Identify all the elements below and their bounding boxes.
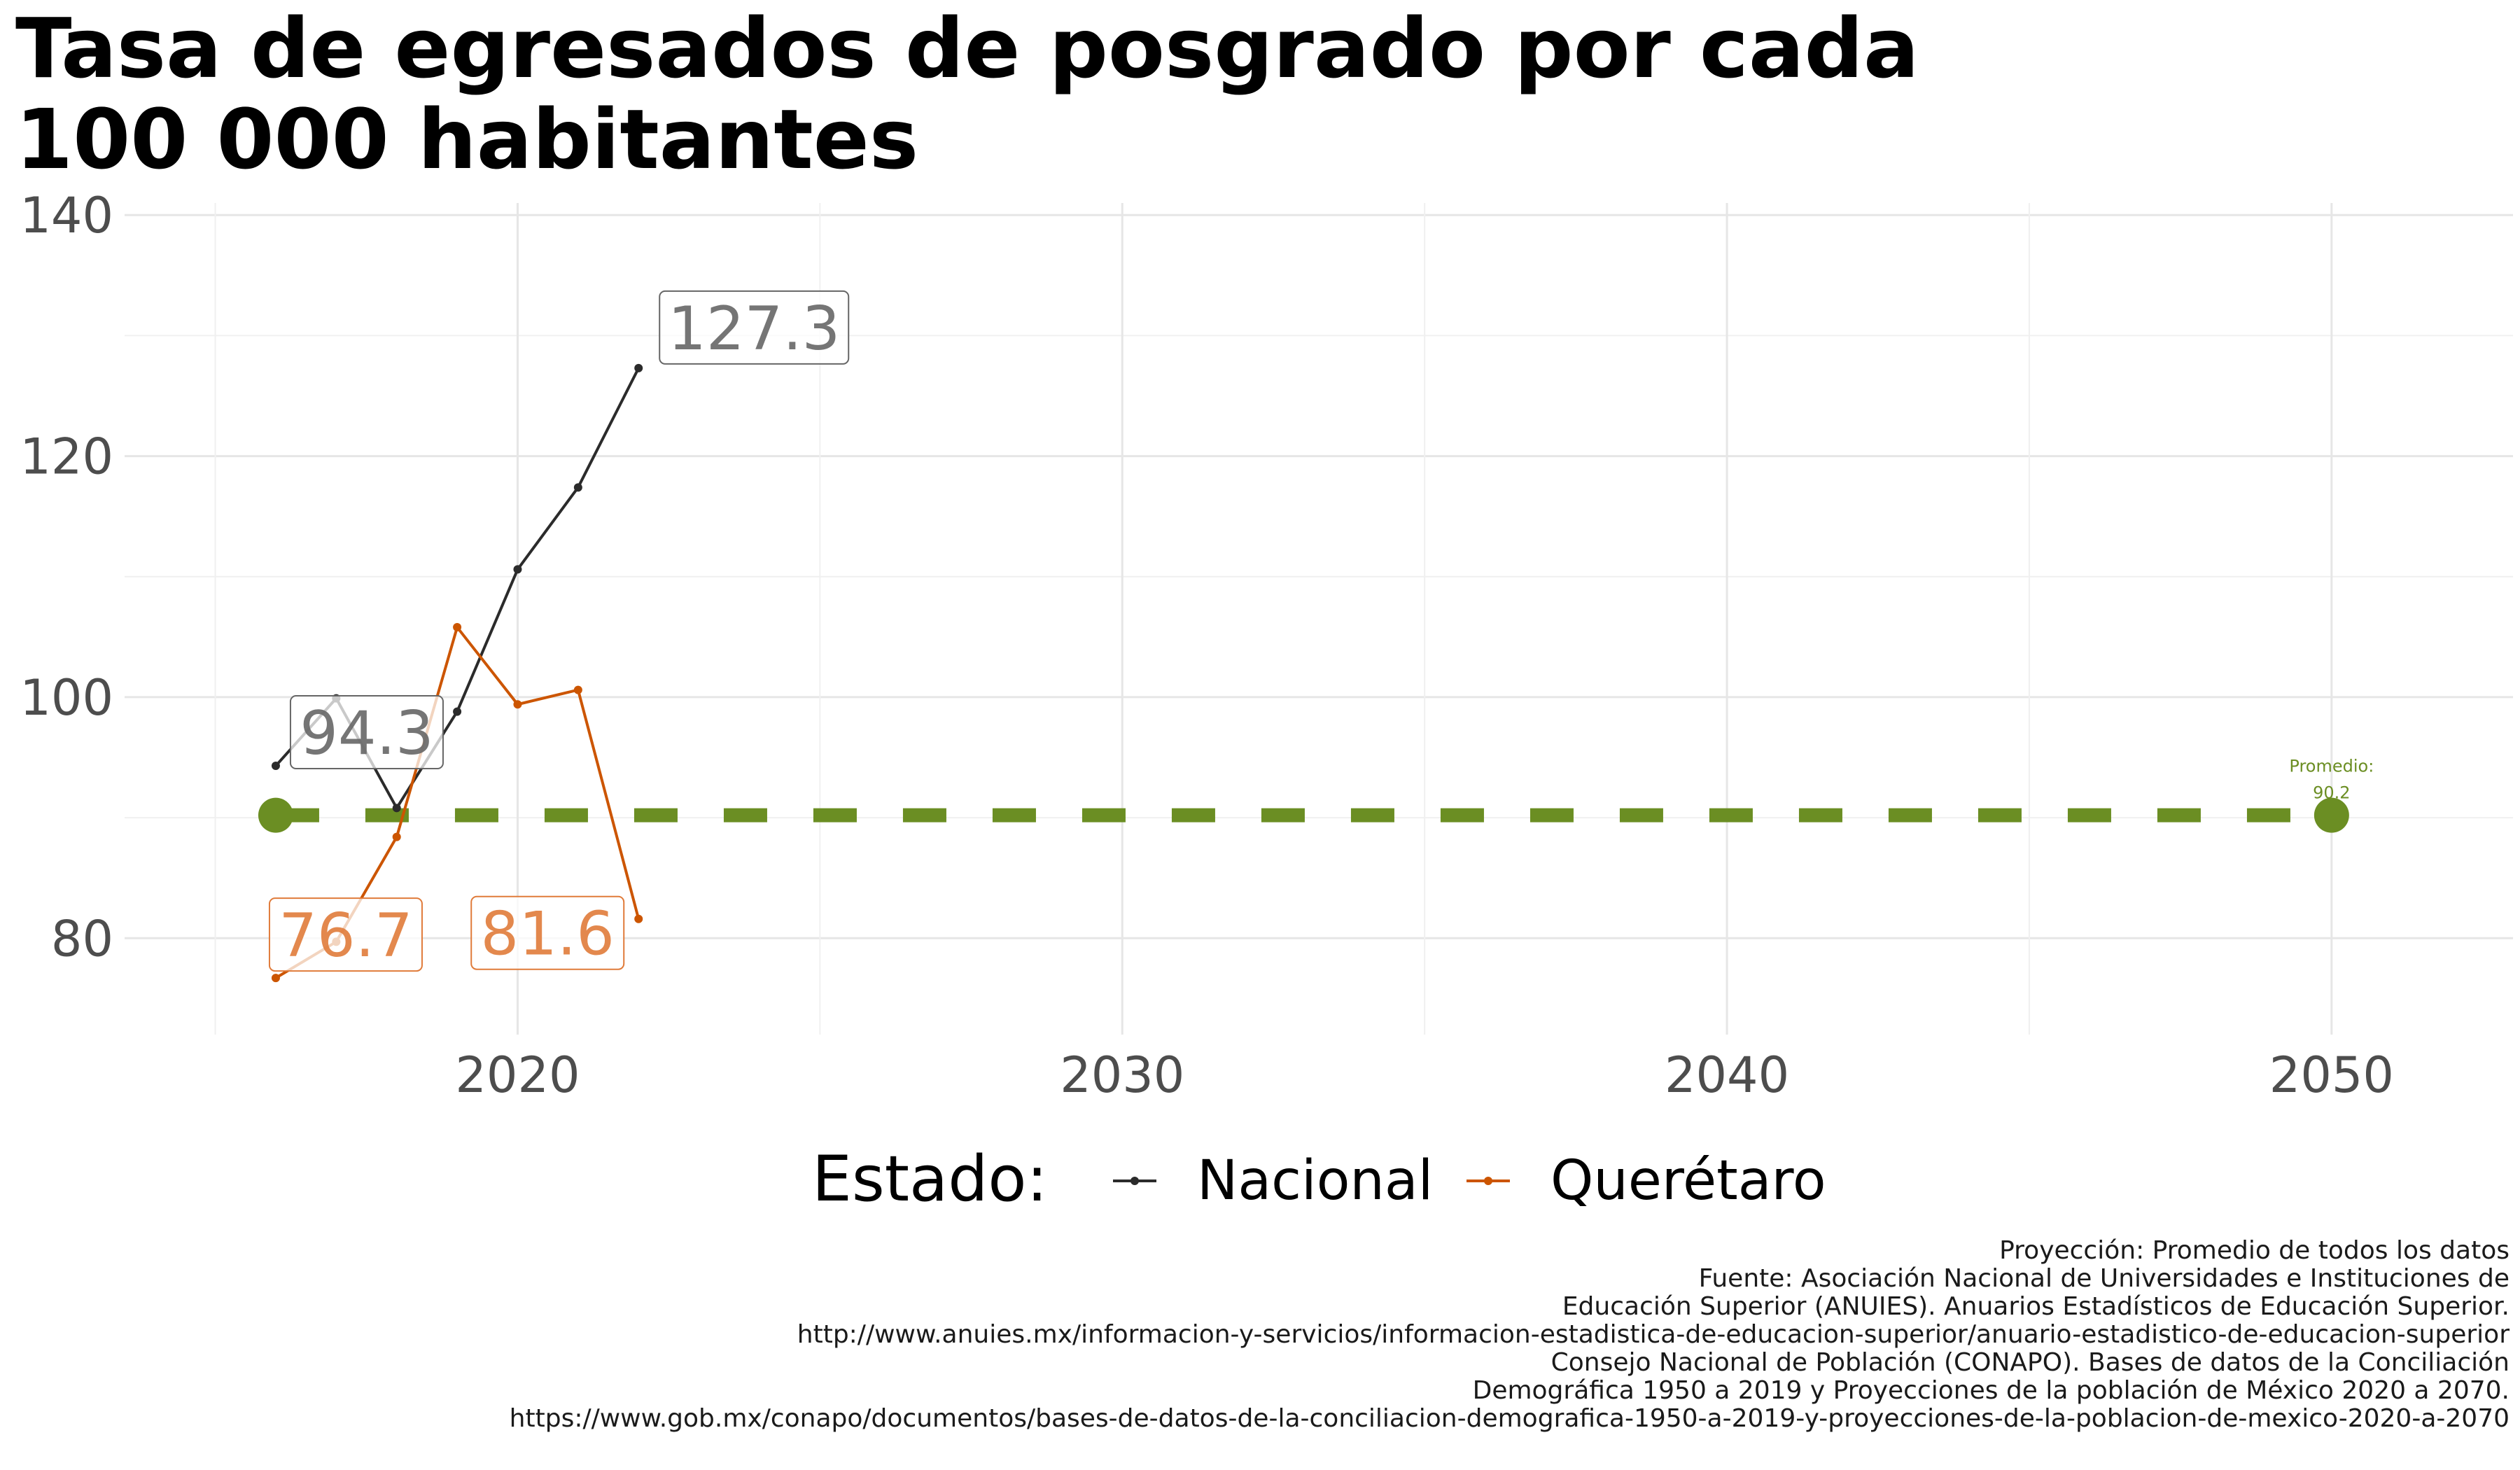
legend-title: Estado:	[812, 1142, 1048, 1216]
y-tick-label: 80	[51, 910, 113, 967]
x-tick-label: 2040	[1665, 1046, 1789, 1104]
data-point-nacional	[453, 707, 462, 716]
y-tick-label: 140	[20, 187, 113, 244]
average-end-point	[2314, 797, 2349, 833]
data-point-nacional	[634, 363, 643, 372]
chart-title-line-2: 100 000 habitantes	[15, 91, 918, 188]
legend: Estado: Nacional Querétaro	[812, 1142, 1826, 1216]
data-label-querétaro: 81.6	[470, 895, 625, 970]
data-label-box	[659, 290, 850, 365]
data-point-nacional	[271, 762, 280, 771]
data-labels-group: 127.3 94.3 76.7 81.6	[268, 290, 850, 972]
data-label-text: 127.3	[668, 294, 840, 364]
data-label-text: 81.6	[480, 899, 614, 969]
data-point-nacional	[513, 565, 522, 574]
data-label-text: 76.7	[279, 901, 412, 971]
caption-line: Consejo Nacional de Población (CONAPO). …	[1551, 1348, 2510, 1377]
data-label-text: 94.3	[300, 699, 433, 769]
chart-title-line-1: Tasa de egresados de posgrado por cada	[15, 0, 1919, 97]
average-label-title: Promedio:	[2289, 757, 2374, 776]
average-start-point	[258, 797, 293, 833]
data-point-nacional	[573, 483, 582, 492]
data-point-querétaro	[573, 685, 582, 694]
data-point-querétaro	[513, 700, 522, 709]
y-tick-label: 100	[20, 669, 113, 727]
legend-label-nacional: Nacional	[1197, 1149, 1433, 1212]
caption-line: Fuente: Asociación Nacional de Universid…	[1699, 1264, 2510, 1293]
axis-ticks-group: 80 100 120 140 2020 2030 2040 2050	[20, 187, 2394, 1104]
data-label-nacional: 127.3	[659, 290, 850, 365]
average-line-group: Promedio: 90.2	[258, 757, 2374, 833]
data-point-querétaro	[453, 623, 462, 632]
data-label-box	[289, 695, 444, 770]
data-point-nacional	[392, 804, 401, 813]
legend-key-point	[1130, 1177, 1139, 1185]
x-tick-label: 2020	[455, 1046, 580, 1104]
x-tick-label: 2050	[2269, 1046, 2394, 1104]
data-label-nacional: 94.3	[289, 695, 444, 770]
y-tick-label: 120	[20, 428, 113, 486]
caption-line: https://www.gob.mx/conapo/documentos/bas…	[510, 1404, 2510, 1433]
data-point-querétaro	[392, 832, 401, 841]
data-point-querétaro	[271, 974, 280, 983]
grid	[125, 203, 2513, 1035]
data-point-querétaro	[634, 914, 643, 923]
caption-line: Educación Superior (ANUIES). Anuarios Es…	[1562, 1292, 2510, 1321]
data-label-box	[470, 895, 625, 970]
data-label-querétaro: 76.7	[268, 897, 423, 972]
legend-label-querétaro: Querétaro	[1550, 1149, 1826, 1212]
caption-line: http://www.anuies.mx/informacion-y-servi…	[797, 1320, 2510, 1349]
chart-title: Tasa de egresados de posgrado por cada 1…	[15, 0, 1919, 188]
x-tick-label: 2030	[1060, 1046, 1184, 1104]
caption-line: Demográfica 1950 a 2019 y Proyecciones d…	[1473, 1376, 2510, 1405]
caption-line: Proyección: Promedio de todos los datos	[1999, 1236, 2510, 1265]
data-label-box	[268, 897, 423, 972]
legend-key-point	[1484, 1177, 1492, 1185]
average-label-value: 90.2	[2313, 783, 2350, 803]
caption: Proyección: Promedio de todos los datosF…	[510, 1236, 2510, 1433]
